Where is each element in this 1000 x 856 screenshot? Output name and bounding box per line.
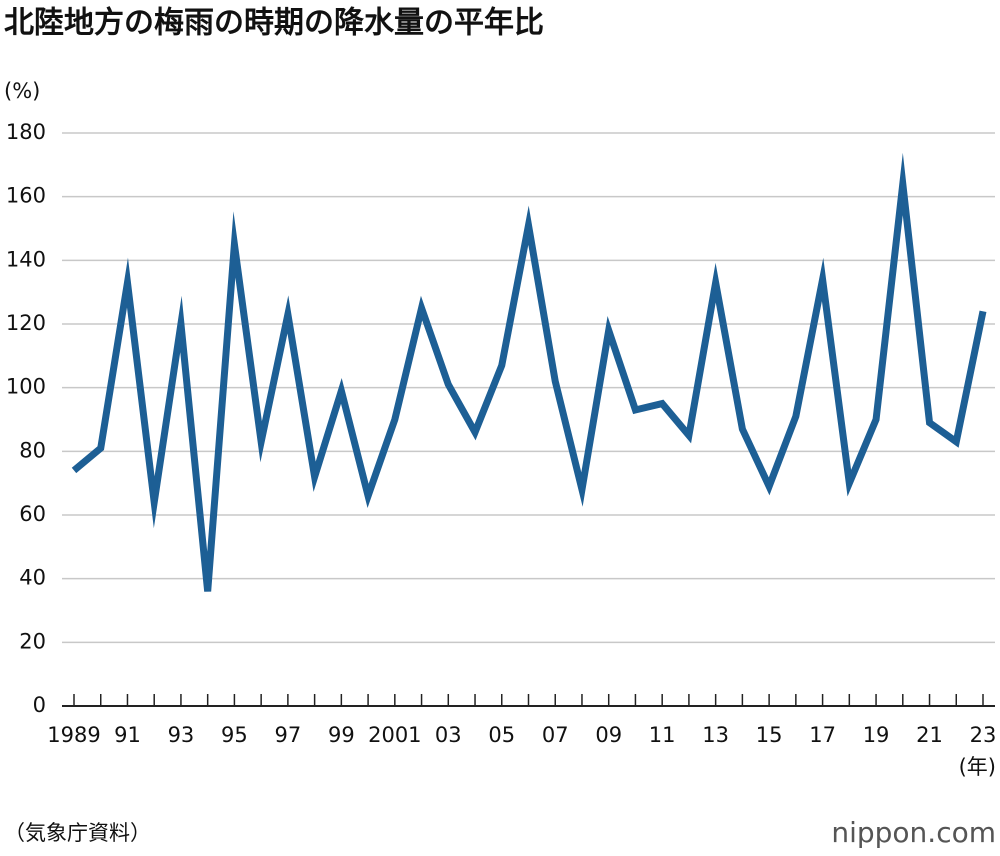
- source: （気象庁資料）: [4, 821, 151, 845]
- x-axis-label: (年): [959, 755, 996, 779]
- y-tick-label: 20: [19, 629, 46, 653]
- data-line: [71, 152, 987, 592]
- x-tick-label: 97: [275, 723, 302, 747]
- x-tick-label: 1989: [47, 723, 100, 747]
- y-tick-label: 80: [19, 438, 46, 462]
- x-tick-label: 91: [114, 723, 141, 747]
- y-tick-label: 60: [19, 502, 46, 526]
- x-tick-label: 13: [702, 723, 729, 747]
- y-tick-label: 0: [33, 693, 46, 717]
- logo: nippon.com: [831, 816, 996, 849]
- x-tick-label: 17: [809, 723, 836, 747]
- y-tick-label: 160: [6, 184, 46, 208]
- y-tick-label: 140: [6, 247, 46, 271]
- x-tick-label: 93: [168, 723, 195, 747]
- y-tick-label: 120: [6, 311, 46, 335]
- y-axis-label: (%): [4, 79, 40, 103]
- x-tick-label: 15: [756, 723, 783, 747]
- y-tick-label: 40: [19, 566, 46, 590]
- x-tick-label: 03: [435, 723, 462, 747]
- x-tick-label: 05: [488, 723, 515, 747]
- chart-title: 北陸地方の梅雨の時期の降水量の平年比: [4, 6, 544, 41]
- y-tick-label: 180: [6, 120, 46, 144]
- x-tick-label: 95: [221, 723, 248, 747]
- x-tick-label: 21: [916, 723, 943, 747]
- x-tick-label: 2001: [368, 723, 421, 747]
- x-tick-label: 09: [595, 723, 622, 747]
- x-tick-label: 07: [542, 723, 569, 747]
- x-tick-label: 11: [649, 723, 676, 747]
- x-tick-label: 99: [328, 723, 355, 747]
- y-tick-label: 100: [6, 375, 46, 399]
- x-tick-label: 23: [970, 723, 997, 747]
- x-tick-label: 19: [863, 723, 890, 747]
